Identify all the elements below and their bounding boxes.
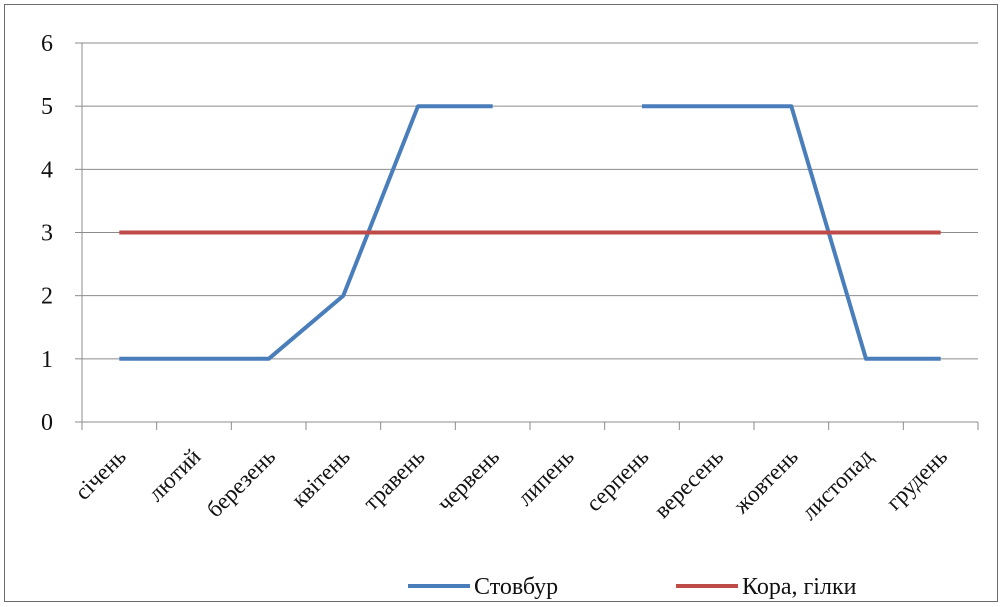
x-tick-label: лютий — [143, 444, 205, 506]
series-line-1 — [119, 104, 493, 361]
legend-label-1: Стовбур — [474, 574, 558, 600]
x-tick-label: липень — [512, 444, 579, 511]
y-axis-ticks: 0 1 2 3 4 5 6 — [41, 31, 53, 436]
y-tick-label: 5 — [41, 94, 53, 120]
x-tick-label: квітень — [287, 444, 355, 512]
x-tick-label: червень — [432, 444, 504, 516]
series-line-1 — [642, 104, 941, 361]
x-tick-label: грудень — [881, 444, 952, 515]
x-tick-label: серпень — [581, 444, 653, 516]
x-tick-label: листопад — [797, 444, 878, 525]
y-tick-label: 2 — [41, 284, 53, 310]
x-tick-label: травень — [358, 444, 429, 515]
y-tick-label: 0 — [41, 410, 53, 436]
series-lines — [119, 104, 941, 361]
x-tick-label: жовтень — [728, 444, 803, 519]
chart-frame — [4, 4, 998, 602]
y-tick-label: 6 — [41, 31, 53, 57]
x-tick-label: січень — [70, 444, 131, 505]
y-tick-label: 3 — [41, 221, 53, 247]
axes — [75, 42, 979, 430]
x-tick-label: березень — [202, 444, 280, 522]
legend-label-2: Кора, гілки — [742, 574, 857, 600]
y-tick-label: 1 — [41, 347, 53, 373]
y-tick-label: 4 — [41, 157, 53, 183]
x-tick-label: вересень — [649, 444, 728, 523]
legend: Стовбур Кора, гілки — [408, 574, 857, 600]
gridlines — [82, 42, 978, 360]
